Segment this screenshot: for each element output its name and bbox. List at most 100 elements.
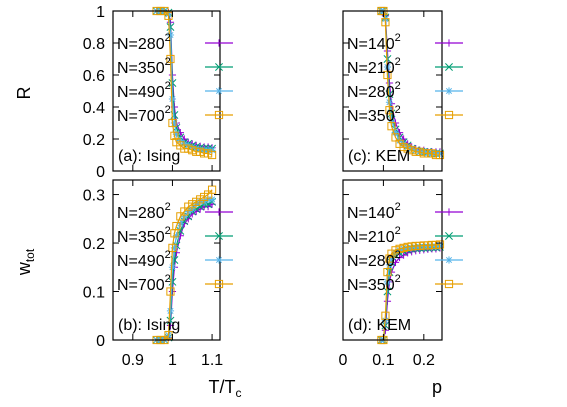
plot-area — [377, 6, 445, 160]
legend-label-base: N=210 — [347, 60, 395, 77]
legend-label-base: N=350 — [117, 60, 165, 77]
legend-marker — [214, 110, 224, 120]
legend-marker — [215, 39, 223, 47]
panel-annotation: (a): Ising — [118, 148, 180, 165]
series-line — [381, 10, 440, 154]
data-point — [381, 18, 390, 27]
y-tick-label: 0.3 — [83, 188, 105, 205]
y-tick-label: 0 — [96, 333, 105, 350]
x-tick-label: 0.9 — [122, 352, 144, 369]
y-tick-label: 0.6 — [83, 68, 105, 85]
legend-label-exponent: 2 — [395, 104, 401, 116]
legend-label: N=2102 — [347, 225, 401, 246]
y-tick-label: 0.2 — [83, 236, 105, 253]
series-n4902 — [152, 7, 216, 154]
x-tick-label: 0.1 — [372, 352, 394, 369]
legend-label-exponent: 2 — [165, 32, 171, 44]
legend-label-base: N=280 — [347, 84, 395, 101]
legend-label-base: N=210 — [347, 229, 395, 246]
x-tick-label: 0.2 — [413, 352, 435, 369]
x-tick-label: 1 — [168, 352, 177, 369]
data-point — [170, 244, 179, 252]
panel-a-ising-r: 00.20.40.60.81N=2802N=3502N=4902N=7002(a… — [83, 4, 233, 181]
legend-label: N=2802 — [117, 32, 171, 53]
legend-label-base: N=350 — [347, 277, 395, 294]
legend-label: N=2802 — [347, 80, 401, 101]
legend-label-exponent: 2 — [395, 32, 401, 44]
legend-label-exponent: 2 — [395, 273, 401, 285]
series-n3502 — [377, 6, 445, 160]
data-point — [435, 150, 445, 160]
data-point — [385, 261, 394, 269]
legend-label-base: N=280 — [117, 205, 165, 222]
x-axis-label-left-sub: c — [236, 386, 242, 400]
data-point — [170, 131, 179, 140]
legend-label-base: N=490 — [117, 84, 165, 101]
legend-marker — [445, 256, 453, 264]
legend-label: N=7002 — [117, 104, 171, 125]
data-point — [168, 277, 177, 286]
legend-label: N=3502 — [117, 56, 171, 77]
x-tick-label: 0 — [339, 352, 348, 369]
y-axis-label-bottom-base: w — [14, 261, 34, 276]
legend-label: N=1402 — [347, 201, 401, 222]
series-n3502 — [152, 7, 217, 153]
legend-label: N=3502 — [117, 225, 171, 246]
y-axis-label-top: R — [14, 87, 34, 100]
legend-label-exponent: 2 — [395, 56, 401, 68]
panel-annotation: (c): KEM — [348, 148, 410, 165]
legend-marker — [445, 39, 453, 47]
x-axis-label-left-base: T/T — [209, 377, 236, 397]
data-point — [166, 54, 175, 64]
data-point — [208, 195, 216, 203]
y-axis-label-bottom: wtot — [14, 248, 37, 276]
legend-label-exponent: 2 — [395, 225, 401, 237]
legend-label-exponent: 2 — [165, 56, 171, 68]
data-point — [170, 119, 179, 127]
data-point — [387, 122, 396, 131]
legend-label-base: N=350 — [347, 108, 395, 125]
y-tick-label: 0 — [96, 164, 105, 181]
data-point — [168, 95, 177, 103]
legend-label-exponent: 2 — [165, 225, 171, 237]
data-point — [166, 287, 175, 296]
x-tick-label: 1.1 — [201, 352, 223, 369]
legend-label: N=3502 — [347, 104, 401, 125]
legend-label-exponent: 2 — [165, 273, 171, 285]
legend-marker — [445, 87, 453, 95]
legend-label: N=4902 — [117, 80, 171, 101]
series-line — [381, 10, 440, 154]
data-point — [391, 129, 400, 137]
legend-label: N=2802 — [347, 249, 401, 270]
data-point — [172, 232, 181, 240]
legend-label-base: N=350 — [117, 229, 165, 246]
legend-label-base: N=140 — [347, 36, 395, 53]
legend-label: N=3502 — [347, 273, 401, 294]
legend-label: N=7002 — [117, 273, 171, 294]
data-point — [166, 31, 175, 39]
data-point — [166, 307, 175, 315]
data-point — [168, 118, 177, 128]
legend-label-base: N=280 — [347, 253, 395, 270]
y-tick-label: 1 — [96, 4, 105, 21]
legend-marker — [445, 208, 453, 216]
x-axis-label-right: p — [432, 377, 442, 397]
panel-annotation: (d): KEM — [348, 317, 411, 334]
legend-label-exponent: 2 — [165, 249, 171, 261]
y-tick-label: 0.1 — [83, 285, 105, 302]
legend-marker — [444, 110, 454, 120]
legend-label: N=1402 — [347, 32, 401, 53]
plot-area — [152, 6, 217, 160]
data-point — [383, 268, 392, 277]
legend-label-exponent: 2 — [165, 104, 171, 116]
legend-label: N=2102 — [347, 56, 401, 77]
legend-marker — [444, 279, 454, 289]
data-point — [385, 254, 394, 263]
legend-label: N=2802 — [117, 201, 171, 222]
legend-marker — [215, 232, 223, 240]
